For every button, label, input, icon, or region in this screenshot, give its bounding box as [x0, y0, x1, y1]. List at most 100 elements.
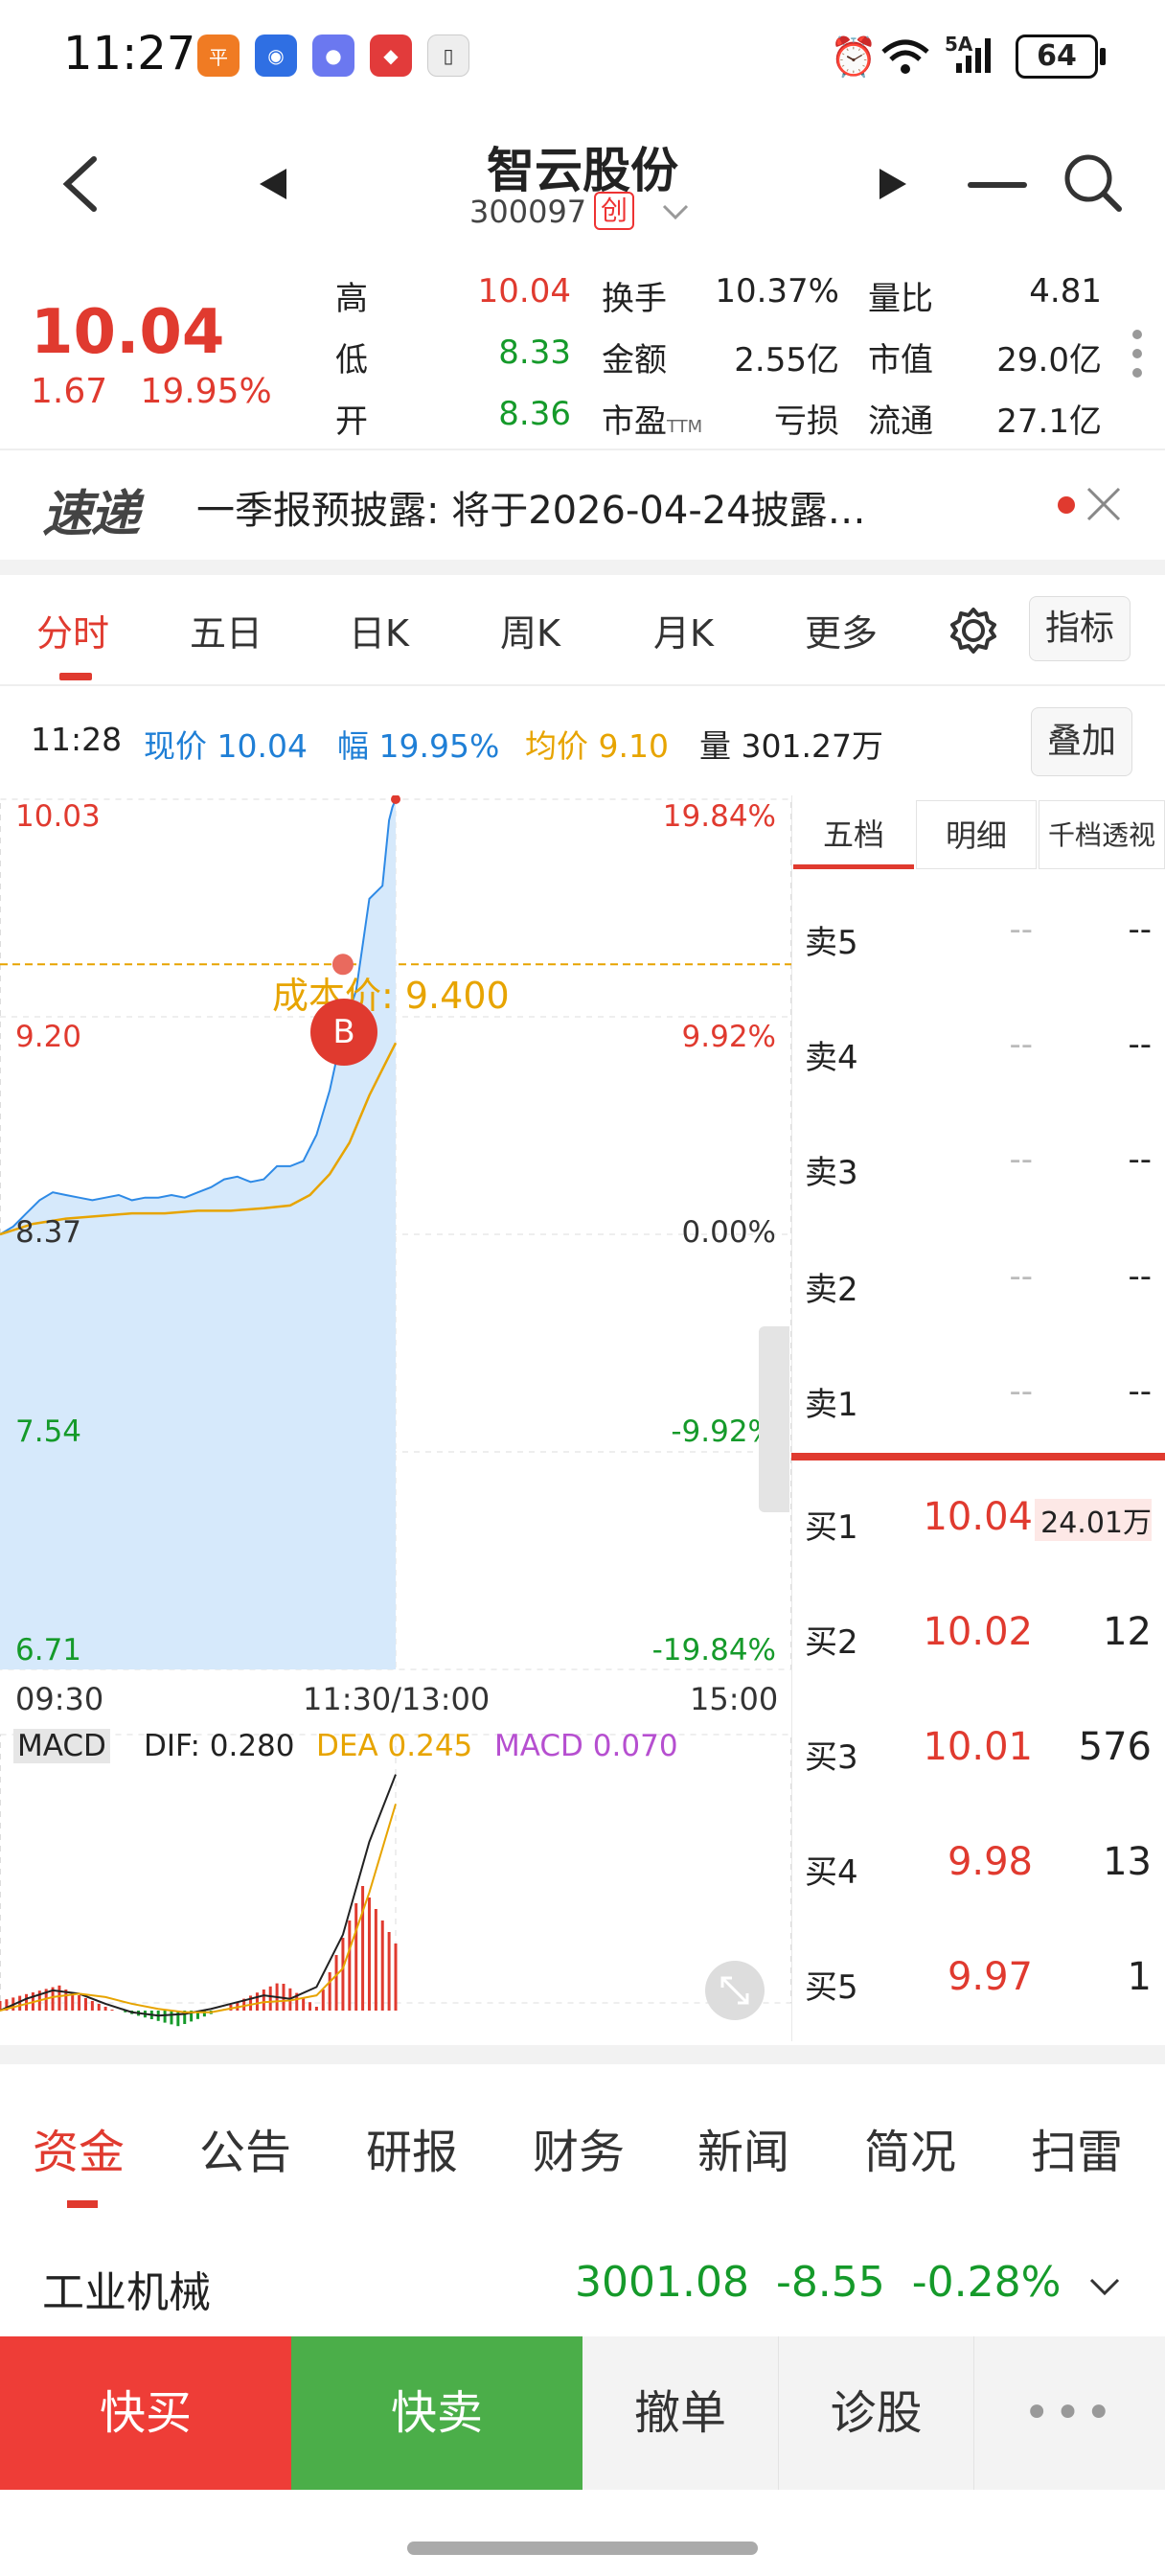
y-left-tick: 6.71 — [15, 1633, 82, 1668]
tab-info-1[interactable]: 公告 — [199, 2126, 292, 2179]
divider — [0, 684, 1165, 686]
bid-volume: 1 — [1127, 1955, 1152, 1999]
macd-bar — [268, 1986, 272, 2011]
tab-info-5[interactable]: 简况 — [864, 2126, 957, 2179]
search-icon[interactable] — [1062, 151, 1125, 215]
tab-info-6[interactable]: 扫雷 — [1031, 2126, 1124, 2179]
macd-bar — [314, 2007, 318, 2011]
info-price-value: 10.04 — [217, 727, 308, 765]
macd-bar — [25, 1993, 29, 2011]
chevron-down-icon[interactable] — [1088, 2275, 1121, 2298]
turnover-label: 换手 — [602, 280, 667, 318]
macd-bar — [236, 2001, 240, 2011]
tab-chart-4[interactable]: 月K — [653, 612, 714, 655]
tab-info-0[interactable]: 资金 — [33, 2126, 126, 2179]
buy-marker[interactable]: B — [310, 999, 377, 1066]
macd-bar — [321, 1990, 325, 2011]
quick-buy-button[interactable]: 快买 — [0, 2336, 291, 2490]
float-label: 流通 — [868, 402, 933, 441]
y-right-tick: 19.84% — [662, 799, 776, 834]
quick-sell-button[interactable]: 快卖 — [291, 2336, 582, 2490]
industry-name[interactable]: 工业机械 — [42, 2268, 211, 2317]
industry-quote: 3001.08 -8.55 -0.28% — [575, 2258, 1061, 2307]
tab-chart-3[interactable]: 周K — [500, 612, 560, 655]
macd-value: MACD 0.070 — [494, 1729, 678, 1763]
current-price: 10.04 — [31, 297, 225, 368]
info-avg-label: 均价 — [525, 727, 588, 765]
tab-info-2[interactable]: 研报 — [366, 2126, 459, 2179]
industry-change: -8.55 — [775, 2258, 885, 2307]
panel-drag-handle[interactable] — [759, 1326, 789, 1512]
bid-label: 买3 — [805, 1738, 858, 1777]
ask-volume: -- — [1128, 910, 1152, 949]
tab-chart-0[interactable]: 分时 — [36, 612, 110, 655]
bid-price[interactable]: 10.01 — [923, 1725, 1033, 1769]
divider — [791, 795, 792, 2041]
bid-volume: 13 — [1103, 1840, 1152, 1884]
tab-info-3[interactable]: 财务 — [533, 2126, 626, 2179]
more-icon[interactable]: ••• — [973, 2336, 1165, 2490]
prev-stock-icon[interactable] — [254, 165, 292, 203]
bid-price[interactable]: 10.04 — [923, 1495, 1033, 1539]
overlay-button[interactable]: 叠加 — [1031, 707, 1132, 776]
y-right-tick: -9.92% — [671, 1414, 776, 1449]
info-time: 11:28 — [31, 721, 123, 758]
divider — [0, 448, 1165, 450]
more-vertical-icon[interactable] — [1131, 328, 1144, 380]
macd-label[interactable]: MACD — [13, 1729, 110, 1763]
tab-five-level[interactable]: 五档 — [793, 800, 914, 869]
news-ticker[interactable]: 一季报预披露: 将于2026-04-24披露… — [196, 489, 866, 533]
info-pct: 幅 19.95% — [337, 721, 499, 767]
macd-bar — [367, 1898, 371, 2011]
ask-price[interactable]: -- — [1009, 1025, 1033, 1064]
tab-depth[interactable]: 千档透视 — [1039, 800, 1165, 869]
expand-icon[interactable] — [705, 1961, 765, 2020]
minimize-icon[interactable] — [968, 182, 1027, 188]
tab-chart-2[interactable]: 日K — [349, 612, 409, 655]
tab-info-4[interactable]: 新闻 — [697, 2126, 790, 2179]
cost-dot — [331, 954, 354, 976]
diagnose-button[interactable]: 诊股 — [778, 2336, 973, 2490]
tab-underline — [67, 2200, 98, 2208]
close-icon[interactable] — [1085, 485, 1123, 523]
macd-bar — [302, 1997, 306, 2011]
ask-price[interactable]: -- — [1009, 1140, 1033, 1179]
macd-value-number: 0.070 — [592, 1729, 678, 1763]
pe-label-text: 市盈 — [602, 402, 667, 441]
ask-price[interactable]: -- — [1009, 1257, 1033, 1296]
macd-bar — [255, 1992, 259, 2011]
status-time: 11:27 — [63, 27, 196, 80]
bid-price[interactable]: 10.02 — [923, 1610, 1033, 1654]
shield-app-icon: ◉ — [255, 34, 297, 77]
tab-chart-5[interactable]: 更多 — [805, 612, 879, 655]
home-indicator[interactable] — [407, 2542, 758, 2555]
ask-price[interactable]: -- — [1009, 910, 1033, 949]
macd-bar — [78, 1995, 81, 2011]
ask-price[interactable]: -- — [1009, 1372, 1033, 1411]
tab-detail[interactable]: 明细 — [916, 800, 1037, 869]
x-tick: 11:30/13:00 — [303, 1681, 491, 1717]
bid-price[interactable]: 9.98 — [947, 1840, 1033, 1884]
amount-value: 2.55亿 — [734, 341, 839, 380]
mcap-value: 29.0亿 — [996, 341, 1102, 380]
macd-bar — [348, 1920, 352, 2011]
bank-app-icon: 平 — [197, 34, 240, 77]
macd-bar — [374, 1909, 377, 2011]
next-stock-icon[interactable] — [874, 165, 912, 203]
price-change-pct: 19.95% — [140, 372, 272, 411]
macd-bar — [18, 1995, 22, 2011]
cancel-order-button[interactable]: 撤单 — [582, 2336, 778, 2490]
news-logo: 速递 — [42, 486, 140, 543]
info-avg: 均价 9.10 — [525, 721, 669, 767]
game-app-icon: ◆ — [370, 34, 412, 77]
back-icon[interactable] — [56, 153, 103, 215]
info-vol-label: 量 — [699, 727, 731, 765]
settings-icon[interactable] — [948, 606, 998, 656]
tab-chart-1[interactable]: 五日 — [190, 612, 263, 655]
chevron-down-icon[interactable] — [661, 201, 690, 224]
bid-price[interactable]: 9.97 — [947, 1955, 1033, 1999]
stock-code: 300097 — [469, 194, 587, 230]
pe-value: 亏损 — [774, 402, 839, 441]
wifi-icon — [881, 39, 929, 74]
indicator-button[interactable]: 指标 — [1029, 596, 1131, 661]
